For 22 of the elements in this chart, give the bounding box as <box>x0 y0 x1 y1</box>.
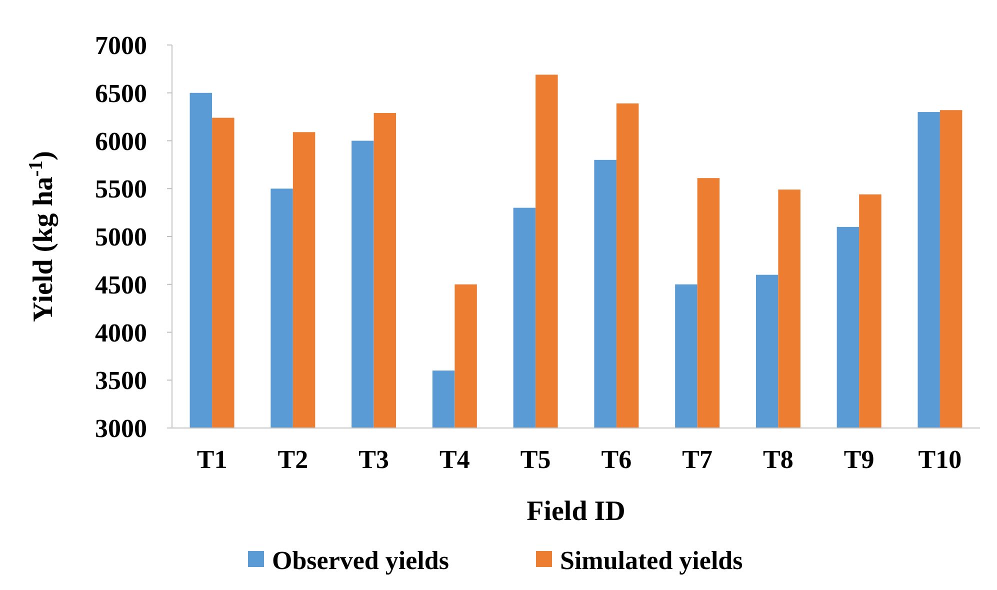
y-tick-label: 6000 <box>95 126 147 156</box>
x-tick-label: T6 <box>601 445 632 474</box>
x-tick-label: T4 <box>440 445 470 474</box>
y-tick-label: 7000 <box>95 31 147 60</box>
y-tick-label: 5000 <box>95 222 147 252</box>
x-tick-label: T1 <box>196 445 228 474</box>
x-axis-title: Field ID <box>526 496 626 527</box>
y-tick-label: 6500 <box>95 78 147 108</box>
legend-label: Simulated yields <box>560 546 743 576</box>
legend-label: Observed yields <box>272 546 449 576</box>
y-tick-label: 3500 <box>95 366 147 396</box>
x-tick-label: T7 <box>682 445 712 474</box>
x-tick-label: T2 <box>278 445 308 474</box>
y-tick-label: 3000 <box>95 414 147 444</box>
x-tick-label: T10 <box>918 445 962 474</box>
x-tick-label: T8 <box>763 445 794 474</box>
x-tick-label: T3 <box>358 445 389 474</box>
y-tick-label: 5500 <box>95 174 147 204</box>
y-tick-label: 4000 <box>95 318 147 348</box>
x-tick-label: T9 <box>844 445 874 474</box>
x-tick-label: T5 <box>520 445 551 474</box>
y-tick-label: 4500 <box>95 270 147 300</box>
